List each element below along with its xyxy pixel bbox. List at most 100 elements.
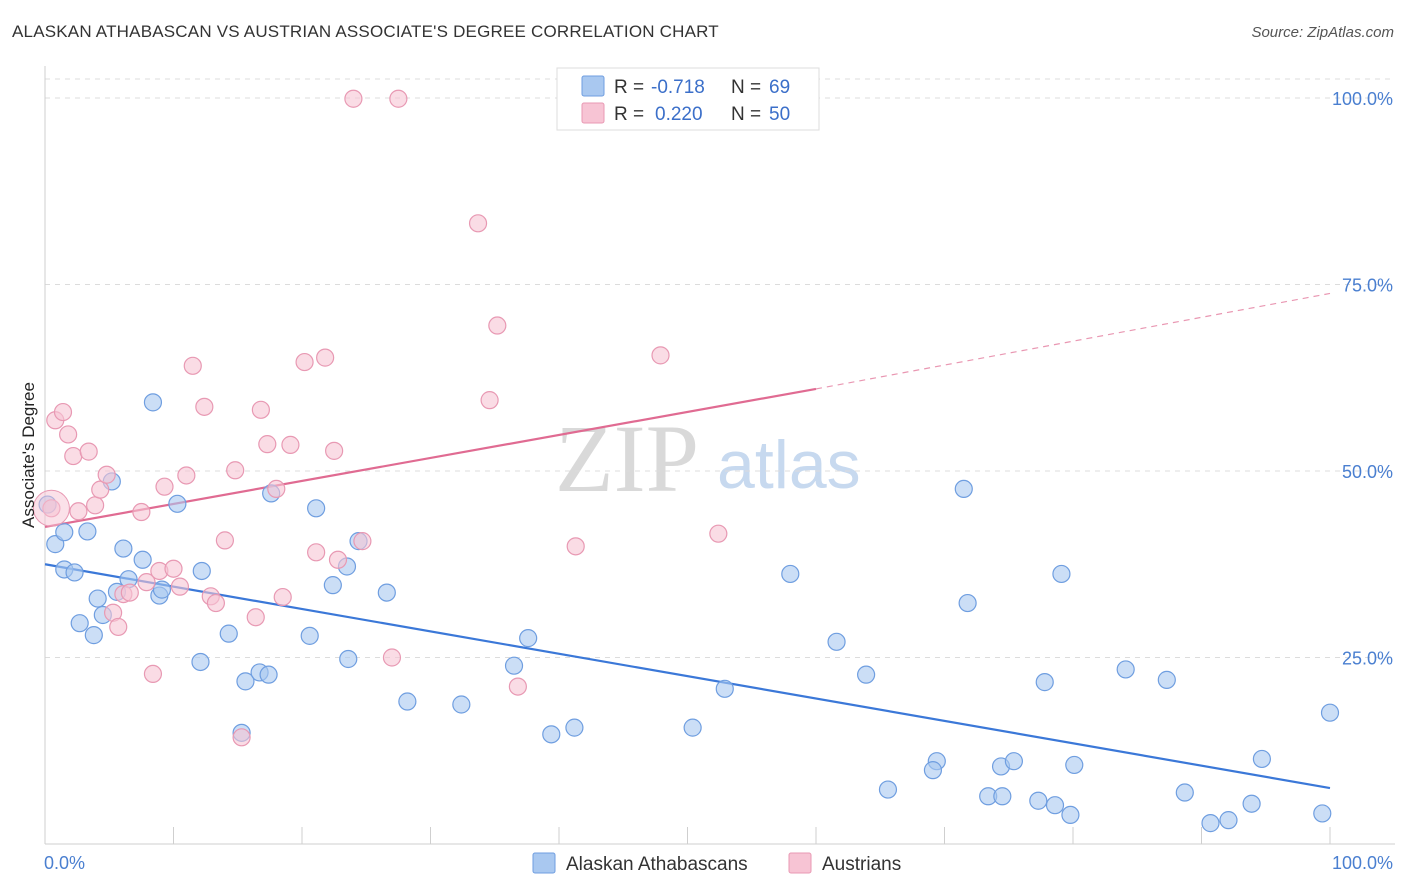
austrian-trend-line [44,387,817,529]
athabascan-point [133,550,152,569]
athabascan-point [78,522,97,541]
austrian-point [328,550,348,569]
austrian-point [488,316,507,335]
athabascan-point [398,692,417,711]
athabascan-point [236,672,255,691]
legend-r-value: -0.718 [651,77,705,98]
y-tick-label: 50.0% [1342,462,1393,482]
athabascan-point [192,561,211,581]
x-tick-label: 100.0% [1332,853,1393,873]
athabascan-point [958,593,977,613]
stats-legend: R = -0.718 N = 69 R = 0.220 N = 50 [556,67,820,131]
tick-labels: 25.0% 50.0% 75.0% 100.0% 0.0% 100.0% [44,89,1393,873]
legend-swatch-athabascans [581,75,605,97]
gridlines [45,78,1395,658]
athabascan-point [84,626,103,645]
austrian-point [709,524,728,543]
athabascan-point [152,580,172,599]
austrian-point [651,346,670,365]
legend-r-label: R = [614,104,644,125]
austrian-point [170,577,190,596]
bottom-legend-swatch-austrians [788,852,812,874]
athabascan-point [1045,796,1065,815]
athabascan-point [1219,811,1238,830]
athabascan-point [683,718,702,737]
legend-n-label: N = [731,77,761,98]
athabascan-point [1116,660,1135,679]
trend-lines [44,292,1331,790]
source-label: Source: ZipAtlas.com [1251,24,1394,41]
austrian-point [281,435,300,454]
austrian-point [508,677,527,696]
athabascan-point [857,665,876,684]
watermark-atlas: atlas [717,427,861,503]
athabascan-point [55,523,74,542]
austrian-point [155,477,174,496]
austrian-point [353,532,372,551]
austrian-point [251,400,270,419]
athabascan-point [1157,670,1176,689]
legend-n-value: 50 [769,104,790,125]
austrian-point [132,502,151,522]
athabascan-point [923,761,943,780]
athabascan-point [1029,791,1048,810]
athabascan-point [1313,804,1332,823]
watermark: ZIP atlas [555,405,861,512]
athabascan-point [1252,749,1271,769]
athabascan-point [191,652,210,672]
athabascan-point [1004,752,1023,771]
austrian-point [86,496,105,515]
athabascan-point [70,614,89,633]
austrian-point-large [32,489,70,527]
y-axis-title: Associate's Degree [19,382,38,528]
athabascan-trend-line [44,563,1331,790]
athabascan-point [1065,755,1084,775]
athabascan-point [168,494,187,513]
legend-n-label: N = [731,104,761,125]
legend-r-value: 0.220 [655,104,703,125]
bottom-legend-label-austrians: Austrians [822,854,901,875]
austrian-trend-extension [815,292,1331,390]
austrian-point [59,425,78,444]
austrian-point [468,214,488,233]
austrian-point [382,648,402,667]
austrian-point [164,559,183,578]
athabascan-point [114,539,133,558]
austrian-point [109,617,128,637]
austrian-point [120,583,139,602]
austrian-point [307,543,326,562]
athabascan-point [259,665,278,684]
austrian-point [143,664,163,684]
athabascan-point [219,624,238,643]
austrian-point [344,89,363,108]
athabascan-point [307,499,326,518]
chart-title: ALASKAN ATHABASCAN VS AUSTRIAN ASSOCIATE… [12,22,719,41]
watermark-zip: ZIP [555,405,699,512]
austrian-point [480,391,499,410]
legend-n-value: 69 [769,77,790,98]
athabascan-point [781,564,800,584]
austrian-point [79,442,98,461]
athabascan-point [300,626,319,645]
athabascan-point [878,780,898,799]
legend-r-label: R = [614,77,644,98]
bottom-legend: Alaskan Athabascans Austrians [532,852,901,875]
athabascan-point [565,718,584,737]
athabascan-point [1242,794,1261,813]
axes [44,66,1395,845]
athabascan-point [1052,564,1071,584]
austrian-point [97,465,116,484]
athabascan-point [715,679,734,698]
austrian-point [566,537,585,556]
austrian-point [195,397,214,416]
austrian-point [53,402,73,422]
austrian-point [325,441,344,460]
athabascan-point [377,583,396,602]
athabascan-point [1175,783,1194,802]
austrian-point [389,89,408,108]
y-tick-label: 75.0% [1342,276,1393,296]
bottom-legend-label-athabascans: Alaskan Athabascans [566,854,748,875]
athabascan-point [504,656,524,675]
bottom-legend-swatch-athabascans [532,852,556,874]
